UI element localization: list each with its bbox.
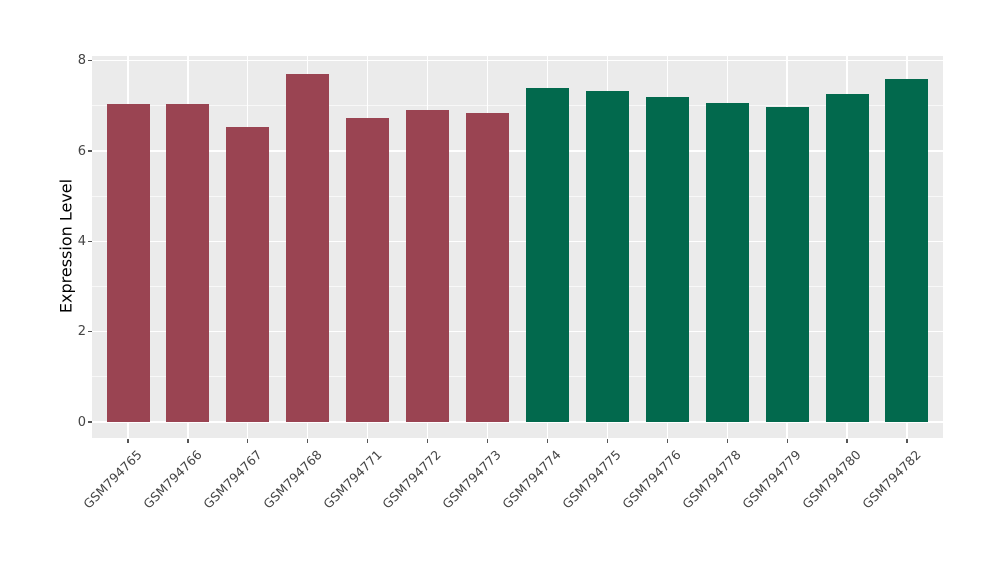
y-tick-label-8: 8	[77, 53, 86, 69]
x-tick-label-GSM794772: GSM794772	[379, 447, 445, 512]
y-tick-mark-2	[88, 331, 92, 333]
bar-GSM794774	[525, 87, 569, 422]
bar-GSM794776	[645, 96, 689, 422]
x-tick-mark-GSM794775	[606, 438, 608, 443]
bar-GSM794779	[765, 106, 809, 422]
bar-GSM794768	[286, 74, 330, 422]
x-tick-mark-GSM794780	[846, 438, 848, 443]
gridline-major-y2	[92, 330, 943, 333]
gridline-major-y0	[92, 421, 943, 423]
x-tick-mark-GSM794765	[127, 438, 129, 443]
gridline-minor-y5	[92, 195, 943, 197]
x-tick-mark-GSM794767	[247, 438, 249, 443]
bar-GSM794772	[406, 110, 450, 422]
y-tick-label-0: 0	[77, 414, 86, 430]
x-tick-label-GSM794780: GSM794780	[799, 447, 864, 512]
y-tick-mark-8	[88, 60, 92, 62]
y-tick-label-6: 6	[77, 143, 86, 159]
bar-GSM794782	[885, 78, 929, 422]
x-tick-label-GSM794778: GSM794778	[679, 447, 744, 512]
bar-GSM794767	[226, 127, 270, 422]
x-tick-label-GSM794774: GSM794774	[499, 447, 565, 512]
gridline-minor-y1	[92, 376, 943, 378]
x-tick-mark-GSM794766	[187, 438, 189, 443]
gridline-minor-y7	[92, 105, 943, 107]
x-tick-label-GSM794775: GSM794775	[559, 447, 624, 512]
bar-GSM794780	[825, 93, 869, 422]
gridline-major-y8	[92, 60, 943, 62]
x-tick-label-GSM794768: GSM794768	[259, 447, 325, 512]
gridline-major-y4	[92, 240, 943, 243]
x-tick-mark-GSM794773	[486, 438, 489, 443]
x-tick-label-GSM794779: GSM794779	[739, 447, 804, 512]
x-tick-mark-GSM794779	[786, 438, 788, 443]
x-tick-label-GSM794766: GSM794766	[140, 447, 205, 512]
bar-GSM794773	[466, 112, 510, 422]
x-tick-label-GSM794771: GSM794771	[319, 447, 385, 512]
x-tick-label-GSM794782: GSM794782	[859, 447, 924, 512]
x-tick-label-GSM794767: GSM794767	[200, 447, 265, 512]
y-tick-mark-6	[88, 150, 92, 152]
gridline-minor-y3	[92, 286, 943, 288]
x-tick-mark-GSM794778	[726, 438, 728, 443]
x-tick-mark-GSM794771	[367, 438, 369, 443]
bar-GSM794766	[166, 103, 210, 422]
bar-GSM794775	[585, 91, 629, 422]
x-tick-mark-GSM794772	[427, 438, 429, 443]
y-tick-label-4: 4	[77, 233, 86, 249]
plot-panel	[92, 56, 943, 438]
y-tick-mark-4	[88, 240, 92, 242]
x-tick-label-GSM794765: GSM794765	[80, 447, 145, 512]
gridline-major-y6	[92, 150, 943, 152]
bar-GSM794771	[346, 118, 390, 422]
bar-GSM794778	[705, 102, 749, 422]
y-tick-mark-0	[88, 421, 92, 423]
x-tick-mark-GSM794776	[666, 438, 668, 443]
x-tick-label-GSM794773: GSM794773	[439, 447, 505, 512]
bar-GSM794765	[106, 103, 150, 422]
x-tick-mark-GSM794774	[546, 438, 549, 443]
y-tick-label-2: 2	[77, 324, 86, 340]
x-tick-mark-GSM794782	[906, 438, 908, 443]
x-tick-label-GSM794776: GSM794776	[619, 447, 684, 512]
x-tick-mark-GSM794768	[307, 438, 309, 443]
